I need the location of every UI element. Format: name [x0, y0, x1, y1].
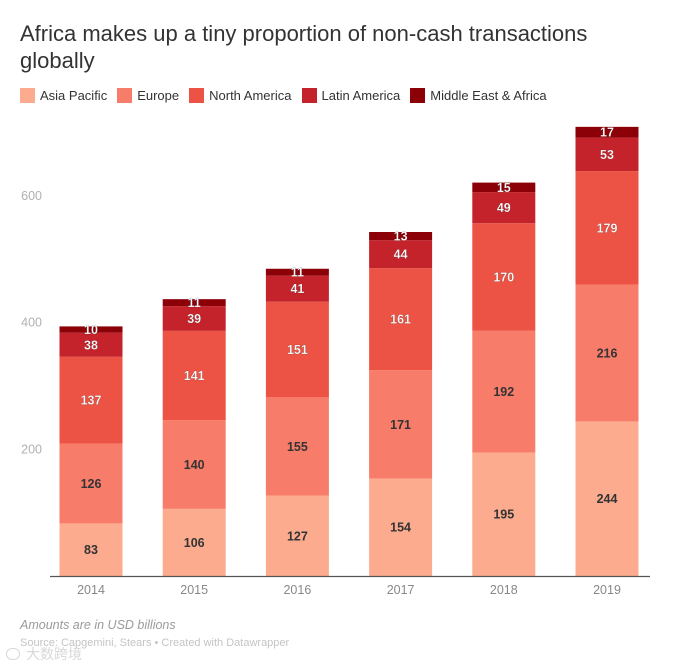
bar-value-label: 11: [291, 266, 304, 280]
bar-value-label: 11: [188, 296, 201, 310]
bar-value-label: 13: [394, 230, 408, 244]
bar-value-label: 127: [287, 529, 308, 543]
bar-segment: [575, 421, 639, 576]
bar-value-label: 10: [84, 323, 98, 337]
bar-segment: [575, 137, 639, 172]
bar-segment: [265, 275, 329, 302]
bar-segment: [472, 330, 536, 453]
bar-value-label: 216: [597, 347, 618, 361]
bar-segment: [472, 223, 536, 331]
bar-segment: [369, 240, 433, 269]
bar-segment: [162, 306, 226, 331]
footnote: Amounts are in USD billions: [20, 618, 176, 632]
bar-segment: [265, 397, 329, 496]
bar-segment: [472, 452, 536, 576]
legend-item: Middle East & Africa: [410, 87, 547, 103]
bar-segment: [265, 268, 329, 276]
bar-value-label: 83: [84, 543, 98, 557]
bar-value-label: 38: [84, 338, 98, 352]
bar-value-label: 154: [390, 521, 411, 535]
bar-segment: [369, 232, 433, 241]
legend-item: North America: [189, 87, 292, 103]
bar-segment: [575, 284, 639, 422]
bar-segment: [369, 268, 433, 371]
bar-value-label: 179: [597, 221, 618, 235]
bar-value-label: 161: [390, 313, 411, 327]
bar-segment: [59, 443, 123, 524]
bar-segment: [265, 301, 329, 398]
legend-label: Latin America: [321, 87, 401, 103]
legend-swatch: [301, 87, 317, 103]
legend-swatch: [189, 87, 205, 103]
legend-label: Middle East & Africa: [430, 87, 547, 103]
bar-value-label: 44: [394, 248, 408, 262]
bar-segment: [575, 126, 639, 138]
bar-value-label: 141: [184, 369, 205, 383]
bar-value-label: 53: [600, 148, 614, 162]
bar-value-label: 17: [600, 126, 614, 140]
bar-segment: [369, 478, 433, 576]
x-tick-label: 2015: [180, 583, 208, 597]
bar-value-label: 195: [493, 508, 514, 522]
bar-segment: [59, 523, 123, 576]
watermark: 大数跨境: [6, 644, 82, 664]
y-tick-label: 400: [21, 316, 42, 330]
legend-item: Asia Pacific: [20, 87, 108, 103]
bar-segment: [59, 326, 123, 333]
y-axis: 200 400 600: [21, 189, 42, 456]
bar-value-label: 155: [287, 440, 308, 454]
bar-segment: [162, 420, 226, 509]
bar-segment: [369, 370, 433, 479]
legend-swatch: [410, 87, 426, 103]
legend: Asia Pacific Europe North America Latin Ame…: [20, 87, 557, 103]
x-tick-label: 2019: [593, 583, 621, 597]
bar-value-label: 49: [497, 201, 511, 215]
legend-label: Europe: [137, 87, 180, 103]
bar-segment: [162, 299, 226, 307]
bar-segment: [472, 192, 536, 224]
bar-value-label: 171: [390, 418, 411, 432]
bar-segment: [265, 495, 329, 576]
x-tick-label: 2018: [490, 583, 518, 597]
legend-item: Europe: [117, 87, 180, 103]
bar-value-label: 39: [187, 312, 201, 326]
chart-title: Africa makes up a tiny proportion of non…: [20, 21, 588, 73]
x-tick-label: 2017: [387, 583, 415, 597]
bar-value-label: 192: [493, 385, 514, 399]
bar-value-label: 15: [497, 181, 511, 195]
x-tick-label: 2016: [283, 583, 311, 597]
bar-value-label: 244: [597, 492, 618, 506]
bar-segment: [575, 171, 639, 285]
bar-segment: [59, 332, 123, 357]
bar-value-label: 170: [493, 270, 514, 284]
y-tick-label: 200: [21, 442, 42, 456]
watermark-icon: [6, 648, 20, 660]
watermark-text: 大数跨境: [26, 646, 82, 662]
bar-segment: [162, 508, 226, 576]
x-axis: 2014 2015 2016 2017 2018 2019: [50, 575, 650, 597]
bar-value-label: 140: [184, 458, 205, 472]
legend-item: Latin America: [301, 87, 401, 103]
legend-label: Asia Pacific: [40, 87, 108, 103]
bar-value-label: 151: [287, 343, 308, 357]
legend-swatch: [117, 87, 133, 103]
bar-value-label: 41: [290, 282, 304, 296]
bar-value-label: 137: [81, 394, 102, 408]
bar-value-label: 106: [184, 536, 205, 550]
bar-segment: [59, 356, 123, 444]
y-tick-label: 600: [21, 189, 42, 203]
legend-swatch: [20, 87, 35, 103]
source-line: Source: Capgemini, Stears • Created with…: [20, 637, 290, 649]
x-tick-label: 2014: [77, 583, 105, 597]
legend-label: North America: [209, 87, 292, 103]
bar-segment: [472, 182, 536, 193]
bar-segment: [162, 330, 226, 421]
bar-value-label: 126: [81, 477, 102, 491]
